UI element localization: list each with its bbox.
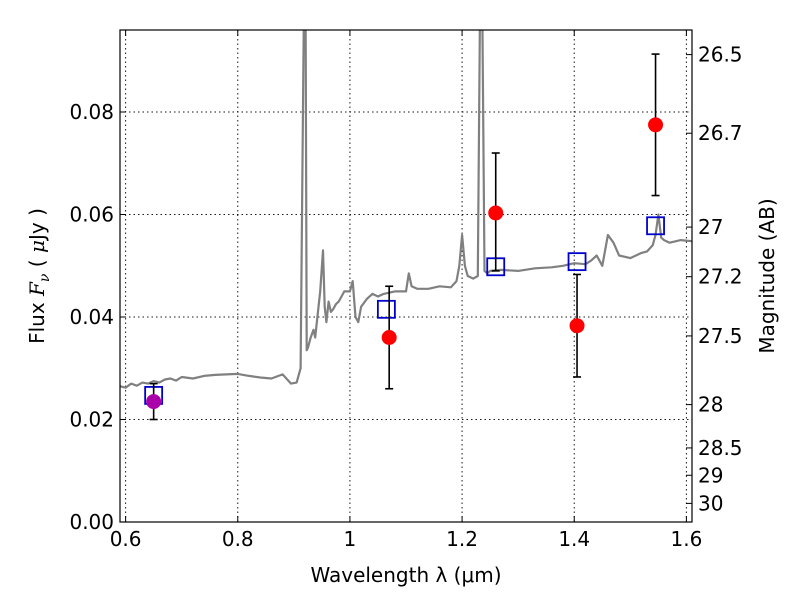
y-tick-label: 0.04 bbox=[69, 305, 114, 329]
data-layer bbox=[120, 30, 692, 421]
y2-tick-label: 26.5 bbox=[698, 43, 743, 67]
tick-layer: 0.6 0.8 1 1.2 1.4 1.6 0.00 0.02 0.04 0.06 0.08 26.5… bbox=[69, 30, 743, 551]
y2-axis-label: Magnitude (AB) bbox=[755, 198, 779, 353]
x-tick-label: 1 bbox=[344, 527, 357, 551]
model-square-marker bbox=[376, 299, 396, 319]
y2-tick-label: 27.2 bbox=[698, 265, 743, 289]
y-tick-label: 0.06 bbox=[69, 203, 114, 227]
model-square-marker bbox=[567, 252, 587, 272]
y-tick-label: 0.08 bbox=[69, 100, 114, 124]
y2-tick-label: 26.7 bbox=[698, 121, 743, 145]
y2-tick-label: 29 bbox=[698, 463, 723, 487]
x-tick-label: 0.8 bbox=[222, 527, 254, 551]
x-axis-label: Wavelength λ (μm) bbox=[310, 563, 501, 587]
data-point bbox=[569, 318, 585, 334]
data-point bbox=[146, 394, 162, 410]
spectrum-line bbox=[120, 30, 692, 389]
y2-tick-label: 28 bbox=[698, 393, 723, 417]
x-tick-label: 1.2 bbox=[446, 527, 478, 551]
y-tick-label: 0.00 bbox=[69, 510, 114, 534]
data-point bbox=[648, 117, 664, 133]
y2-tick-label: 28.5 bbox=[698, 436, 743, 460]
x-tick-label: 1.4 bbox=[558, 527, 590, 551]
y2-tick-label: 30 bbox=[698, 491, 723, 515]
y2-tick-label: 27 bbox=[698, 215, 723, 239]
data-point bbox=[488, 205, 504, 221]
x-tick-label: 1.6 bbox=[670, 527, 702, 551]
x-tick-label: 0.6 bbox=[110, 527, 142, 551]
label-layer: Wavelength λ (μm) Flux Fν ( μJy ) Magnit… bbox=[25, 198, 779, 587]
data-point bbox=[381, 330, 397, 345]
y2-tick-label: 27.5 bbox=[698, 324, 743, 348]
y-tick-label: 0.02 bbox=[69, 408, 114, 432]
plot-frame bbox=[119, 29, 693, 523]
model-square-marker bbox=[646, 216, 665, 236]
y-axis-label: Flux Fν ( μJy ) bbox=[25, 208, 53, 344]
